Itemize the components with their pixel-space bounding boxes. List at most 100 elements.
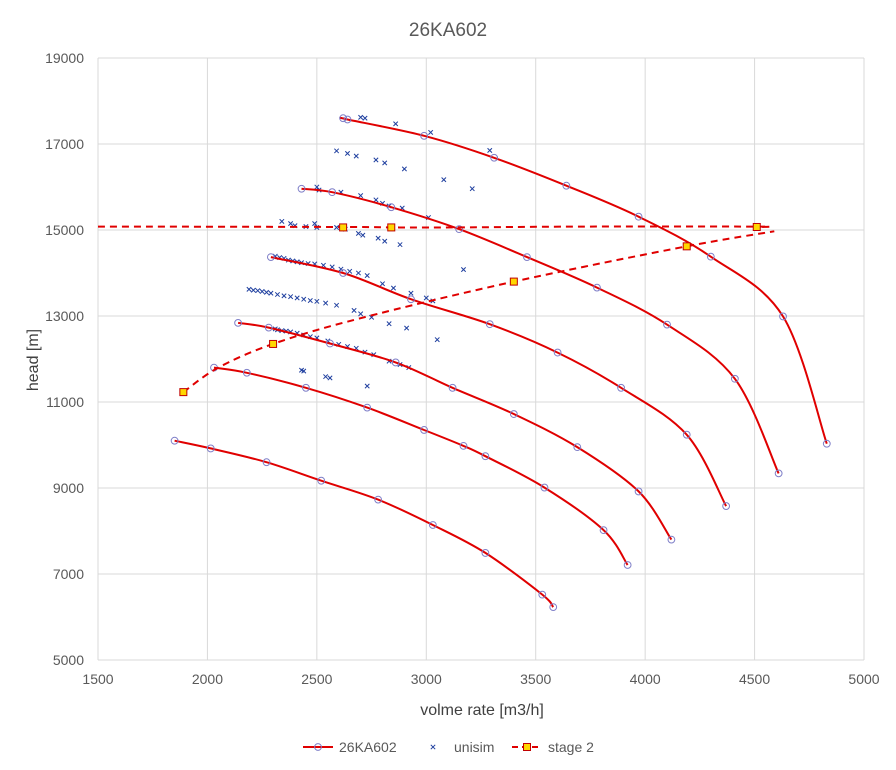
unisim-point [314, 298, 320, 304]
curve-point [391, 358, 400, 367]
unisim-point [255, 288, 261, 294]
curve-point [593, 283, 601, 292]
chart-title: 26KA602 [409, 20, 487, 41]
curve-point [302, 383, 310, 392]
curve-point [540, 483, 549, 492]
stage2-point [269, 339, 278, 348]
y-tick-label: 11000 [46, 394, 84, 410]
legend-item-3: stage 2 [512, 739, 594, 755]
curve-point [523, 253, 531, 261]
stage2-point [179, 388, 188, 397]
curve-point [481, 452, 490, 461]
unisim-point [375, 235, 381, 241]
curve-line-3 [237, 321, 673, 541]
curve-point [206, 444, 215, 453]
curve-point [623, 561, 632, 569]
curve-point [339, 269, 348, 277]
unisim-point [263, 289, 270, 295]
curve-point [387, 203, 396, 212]
unisim-point [268, 290, 274, 296]
y-tick-label: 15000 [45, 222, 84, 238]
curve-point [420, 426, 428, 434]
y-tick-label: 19000 [45, 50, 84, 66]
x-tick-label: 4000 [630, 671, 661, 687]
curve-point [822, 439, 831, 448]
curve-point [667, 535, 676, 544]
curve-point [448, 383, 457, 392]
curve-point [170, 436, 179, 445]
unisim-point [334, 224, 340, 230]
unisim-point [314, 184, 320, 190]
unisim-point [351, 307, 357, 313]
x-tick-label: 5000 [848, 671, 879, 687]
unisim-point [404, 325, 410, 331]
unisim-point [312, 220, 318, 227]
unisim-point [323, 374, 329, 380]
legend-item-1: 26KA602 [303, 739, 397, 755]
unisim-point [334, 302, 340, 308]
curve-point [634, 212, 643, 221]
y-tick-label: 9000 [53, 480, 84, 496]
curve-point [634, 487, 643, 496]
unisim-point [294, 295, 300, 301]
x-tick-label: 2500 [301, 671, 332, 687]
curve-line-2 [213, 366, 629, 566]
unisim-point [460, 267, 467, 273]
unisim-point [393, 121, 399, 127]
stage2-point [339, 223, 348, 232]
unisim-point [288, 294, 294, 300]
legend-cross-icon [430, 744, 436, 750]
curve-point [262, 458, 271, 467]
curve-point [562, 181, 571, 190]
unisim-point [386, 321, 392, 327]
curve-point [779, 312, 787, 321]
legend-label: stage 2 [548, 739, 594, 755]
unisim-point [274, 291, 281, 298]
legend-label: 26KA602 [339, 739, 397, 755]
unisim-point [382, 160, 388, 166]
curve-point [774, 469, 783, 478]
x-tick-label: 2000 [192, 671, 223, 687]
curve-point [317, 476, 326, 485]
x-tick-label: 3500 [520, 671, 551, 687]
y-tick-label: 13000 [45, 308, 84, 324]
unisim-point [364, 383, 370, 389]
legend-circle-icon [314, 743, 322, 751]
curve-point [459, 441, 468, 450]
curve-point [326, 339, 334, 348]
unisim-point [347, 268, 353, 274]
unisim-point [355, 230, 361, 236]
legend-label: unisim [454, 739, 494, 755]
unisim-point [360, 232, 366, 238]
legend-square-icon [523, 743, 531, 751]
curve-point [374, 495, 383, 504]
curve-point [682, 430, 691, 439]
curve-point [617, 383, 625, 392]
unisim-point [250, 287, 256, 293]
curve-point [663, 320, 671, 329]
curve-point [339, 114, 348, 123]
unisim-point [327, 375, 333, 381]
curve-point [328, 188, 337, 197]
unisim-point [358, 114, 364, 120]
unisim-point [382, 238, 388, 244]
curve-point [706, 252, 715, 261]
y-tick-label: 7000 [53, 566, 84, 582]
unisim-point [373, 197, 379, 203]
curve-point [481, 549, 490, 557]
unisim-point [469, 186, 475, 192]
unisim-point [401, 166, 407, 172]
unisim-point [434, 337, 440, 343]
unisim-point [323, 300, 329, 306]
curve-point [485, 320, 494, 329]
x-tick-label: 3000 [411, 671, 442, 687]
unisim-point [358, 193, 364, 199]
unisim-point [279, 218, 285, 224]
curve-point [343, 115, 352, 124]
curve-line-4 [270, 256, 727, 507]
unisim-point [390, 285, 397, 291]
curve-point [363, 403, 372, 412]
stage2-point [752, 222, 761, 231]
x-axis-label: volme rate [m3/h] [420, 702, 544, 719]
